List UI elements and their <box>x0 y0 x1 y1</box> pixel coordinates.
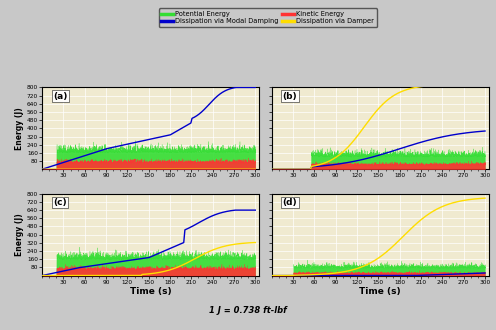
Legend: Potential Energy, Dissipation via Modal Damping, Kinetic Energy, Dissipation via: Potential Energy, Dissipation via Modal … <box>159 8 377 27</box>
Text: (a): (a) <box>53 91 67 101</box>
Text: (c): (c) <box>53 198 66 207</box>
X-axis label: Time (s): Time (s) <box>129 287 171 296</box>
Text: 1 J = 0.738 ft-lbf: 1 J = 0.738 ft-lbf <box>209 306 287 315</box>
X-axis label: Time (s): Time (s) <box>360 287 401 296</box>
Text: (d): (d) <box>283 198 297 207</box>
Y-axis label: Energy (J): Energy (J) <box>15 213 24 256</box>
Y-axis label: Energy (J): Energy (J) <box>15 107 24 150</box>
Text: (b): (b) <box>283 91 297 101</box>
